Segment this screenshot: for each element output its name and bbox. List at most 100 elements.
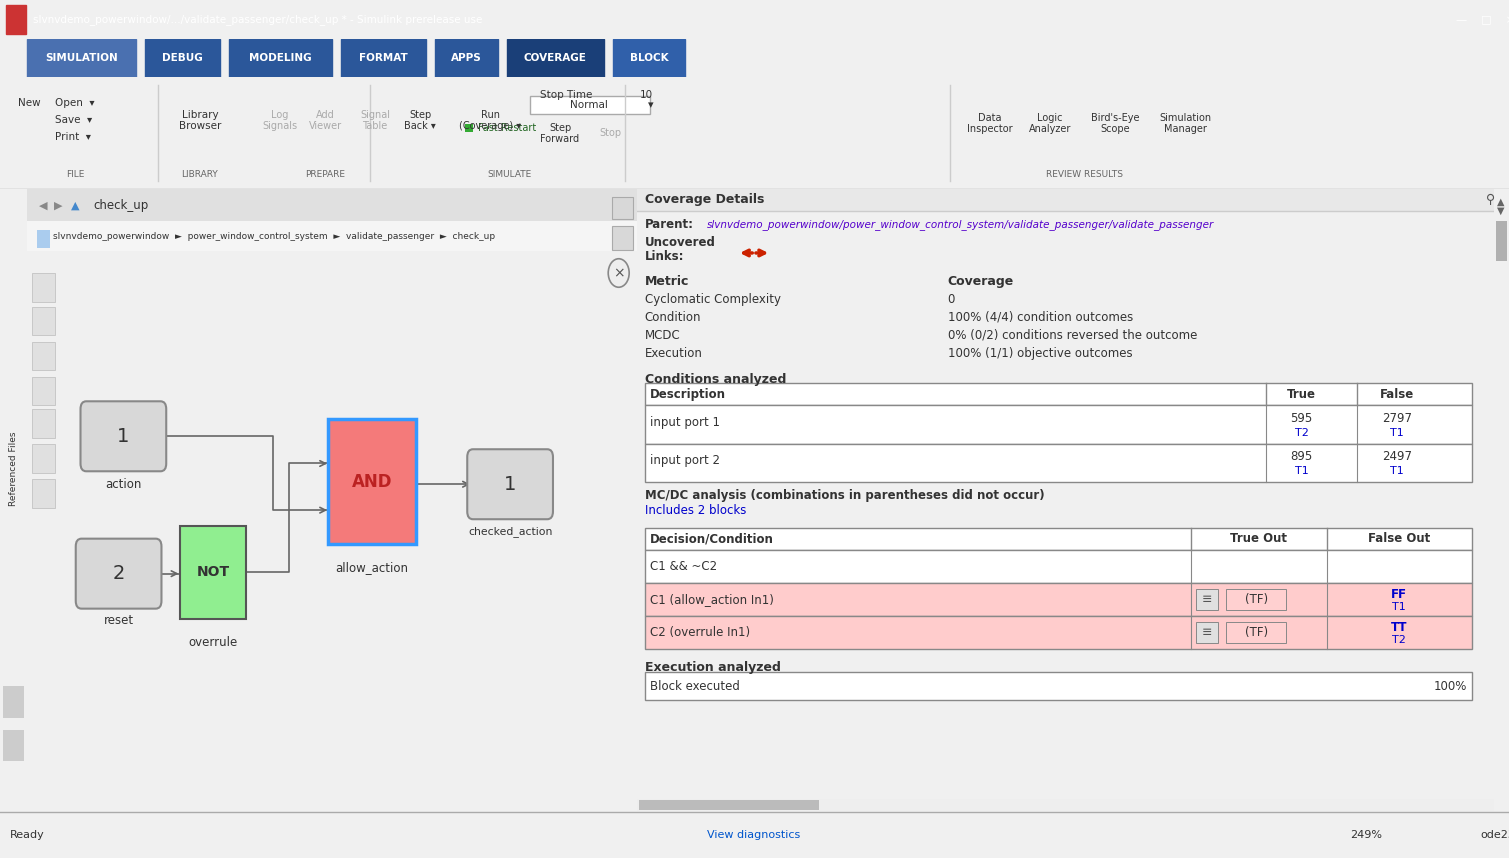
Circle shape [608,259,629,287]
Text: T1: T1 [1390,428,1403,438]
Text: SIMULATION: SIMULATION [45,53,118,63]
Text: Uncovered: Uncovered [644,237,715,250]
Bar [507,39,604,77]
Text: 0% (0/2) conditions reversed the outcome: 0% (0/2) conditions reversed the outcome [948,329,1197,341]
Text: C2 (overrule In1): C2 (overrule In1) [650,626,750,639]
Text: Condition: Condition [644,311,702,323]
Text: False: False [1379,388,1414,401]
Bar [27,221,637,251]
Text: LIBRARY: LIBRARY [181,170,219,178]
Bar [32,377,54,405]
Text: C1 (allow_action In1): C1 (allow_action In1) [650,593,774,606]
Text: allow_action: allow_action [335,560,409,574]
Bar [644,444,1471,481]
FancyBboxPatch shape [468,450,552,519]
Text: ≡: ≡ [1203,593,1213,606]
Bar [3,730,24,761]
Text: Step
Forward: Step Forward [540,123,579,144]
Text: T2: T2 [1393,635,1406,645]
Text: Stop Time: Stop Time [540,90,593,100]
Text: 2797: 2797 [1382,413,1412,426]
Text: Bird's-Eye
Scope: Bird's-Eye Scope [1091,112,1139,134]
Text: overrule: overrule [189,636,237,649]
Text: Data
Inspector: Data Inspector [967,112,1013,134]
Bar [32,479,54,508]
Text: ⚲: ⚲ [1486,193,1495,206]
Text: 0: 0 [948,293,955,305]
Bar [613,39,685,77]
Text: input port 1: input port 1 [650,416,720,429]
Text: MC/DC analysis (combinations in parentheses did not occur): MC/DC analysis (combinations in parenthe… [644,489,1044,502]
Bar [613,227,632,250]
Text: Decision/Condition: Decision/Condition [650,533,774,546]
Bar [1197,589,1218,610]
Text: Log
Signals: Log Signals [263,110,297,131]
Text: check_up: check_up [94,199,149,212]
Text: (TF): (TF) [1245,593,1268,606]
Text: T2: T2 [1295,428,1308,438]
Text: False Out: False Out [1369,533,1431,546]
Bar [1227,622,1287,644]
Text: action: action [106,478,142,491]
Bar [644,384,1471,406]
Bar [644,583,1471,616]
Text: APPS: APPS [451,53,481,63]
Text: Ready: Ready [11,830,45,840]
Bar [32,273,54,301]
Text: True: True [1287,388,1316,401]
FancyBboxPatch shape [327,420,416,544]
Bar [613,196,632,219]
Text: T1: T1 [1393,602,1406,612]
Text: ≡: ≡ [1203,626,1213,639]
Bar [32,409,54,438]
Text: Execution analyzed: Execution analyzed [644,661,780,674]
Text: Coverage: Coverage [948,275,1014,287]
Bar [32,341,54,370]
Text: PREPARE: PREPARE [305,170,346,178]
Bar [145,39,220,77]
Text: Logic
Analyzer: Logic Analyzer [1029,112,1071,134]
Text: Execution: Execution [644,347,703,360]
Text: Coverage Details: Coverage Details [644,193,764,206]
Text: ▲: ▲ [1497,196,1504,207]
Bar [341,39,426,77]
Text: Library
Browser: Library Browser [178,110,222,131]
Text: Normal: Normal [570,100,608,111]
Text: Save  ▾: Save ▾ [54,116,92,125]
Text: 249%: 249% [1351,830,1382,840]
Text: 1: 1 [118,426,130,446]
Text: T1: T1 [1390,466,1403,476]
Text: BLOCK: BLOCK [629,53,668,63]
Bar [644,406,1471,444]
Text: 1: 1 [504,474,516,493]
Text: Simulation
Manager: Simulation Manager [1159,112,1212,134]
Bar [1227,589,1287,610]
Bar [1495,221,1507,261]
Bar [1494,189,1509,811]
Text: TT: TT [1391,621,1408,634]
Text: DEBUG: DEBUG [161,53,204,63]
Text: Add
Viewer: Add Viewer [308,110,341,131]
Text: Referenced Files: Referenced Files [9,432,18,506]
Text: 100% (1/1) objective outcomes: 100% (1/1) objective outcomes [948,347,1132,360]
Text: FORMAT: FORMAT [359,53,407,63]
Text: Signal
Table: Signal Table [361,110,389,131]
Text: ▲: ▲ [71,201,80,210]
Text: True Out: True Out [1230,533,1287,546]
Text: —    □    ×: — □ × [1456,15,1509,24]
Text: View diagnostics: View diagnostics [708,830,801,840]
Text: Block executed: Block executed [650,680,739,693]
Text: Parent:: Parent: [644,219,694,232]
Text: Run
(Coverage) ▾: Run (Coverage) ▾ [459,110,521,131]
Text: Fast Restart: Fast Restart [478,124,536,134]
Bar [465,124,472,132]
Text: 595: 595 [1290,413,1313,426]
Text: COVERAGE: COVERAGE [524,53,587,63]
Text: SIMULATE: SIMULATE [487,170,533,178]
Text: ◀: ◀ [39,201,47,210]
Text: Includes 2 blocks: Includes 2 blocks [644,505,745,517]
Bar [27,189,637,221]
Bar [435,39,498,77]
Text: FF: FF [1391,588,1408,601]
Bar [638,800,819,810]
